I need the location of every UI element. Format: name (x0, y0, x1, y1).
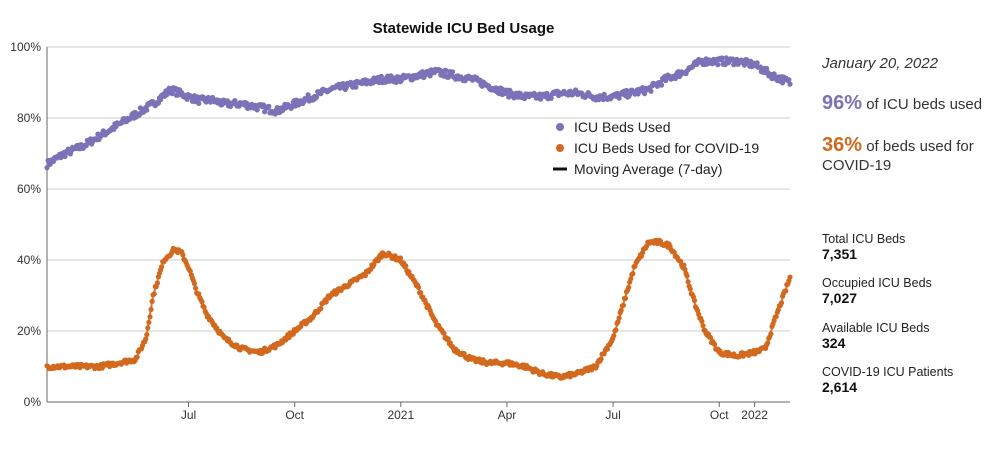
stat-value: 324 (822, 335, 846, 351)
stat-label: COVID-19 ICU Patients (822, 365, 954, 379)
stat-value: 7,351 (822, 246, 858, 262)
chart-title: Statewide ICU Bed Usage (373, 20, 555, 37)
pct-used-value: 96% (822, 92, 863, 114)
icu-used-moving-average (46, 60, 791, 165)
icu-used-point (601, 91, 607, 97)
legend-label: ICU Beds Used for COVID-19 (574, 140, 759, 156)
x-tick-label: Oct (710, 408, 729, 422)
y-tick-label: 60% (17, 182, 41, 196)
x-tick-label: Jul (605, 408, 620, 422)
icu-used-point (715, 62, 721, 68)
y-tick-label: 20% (17, 324, 41, 338)
y-tick-label: 100% (10, 40, 41, 54)
legend-swatch (556, 123, 564, 131)
stat-label: Available ICU Beds (822, 321, 930, 335)
icu-used-point (623, 87, 630, 94)
x-tick-label: Apr (498, 408, 517, 422)
pct-covid-block: 36% of beds used for COVID-19 (822, 134, 992, 175)
pct-used-block: 96% of ICU beds used (822, 92, 992, 114)
stat-covid-patients: COVID-19 ICU Patients 2,614 (822, 365, 953, 395)
icu-used-point (719, 55, 725, 61)
legend-swatch (556, 144, 564, 152)
icu-used-point (659, 82, 665, 88)
icu-used-point (196, 100, 202, 106)
covid-used-point (787, 274, 793, 280)
icu-used-point (443, 68, 449, 74)
legend-label: Moving Average (7-day) (574, 161, 722, 177)
report-date: January 20, 2022 (822, 55, 938, 72)
icu-used-point (449, 69, 456, 75)
icu-used-point (353, 84, 359, 90)
stat-label: Total ICU Beds (822, 232, 906, 246)
y-tick-label: 0% (24, 395, 42, 409)
icu-used-point (274, 105, 280, 111)
icu-used-point (266, 103, 272, 109)
icu-used-point (184, 96, 190, 102)
stat-occupied-beds: Occupied ICU Beds 7,027 (822, 276, 932, 306)
icu-used-point (754, 60, 760, 66)
icu-used-point (672, 75, 679, 82)
icu-used-point (642, 91, 648, 97)
x-tick-label: 2022 (741, 408, 768, 422)
x-tick-label: Oct (285, 408, 304, 422)
stat-total-beds: Total ICU Beds 7,351 (822, 232, 905, 262)
covid-used-moving-average (47, 241, 791, 379)
pct-used-text: of ICU beds used (866, 96, 983, 113)
pct-covid-text: of beds used for COVID-19 (822, 138, 974, 174)
stat-available-beds: Available ICU Beds 324 (822, 321, 929, 351)
icu-used-point (254, 107, 260, 113)
x-tick-label: 2021 (387, 408, 414, 422)
legend-label: ICU Beds Used (574, 119, 670, 135)
stat-value: 7,027 (822, 290, 858, 306)
icu-used-point (393, 79, 399, 85)
x-tick-label: Jul (181, 408, 196, 422)
stat-label: Occupied ICU Beds (822, 276, 932, 290)
icu-used-point (340, 81, 346, 87)
pct-covid-value: 36% (822, 134, 863, 156)
icu-used-point (378, 73, 384, 79)
icu-used-point (780, 80, 786, 86)
y-tick-label: 80% (17, 111, 41, 125)
y-tick-label: 40% (17, 253, 41, 267)
stat-value: 2,614 (822, 379, 858, 395)
icu-used-point (548, 95, 554, 101)
